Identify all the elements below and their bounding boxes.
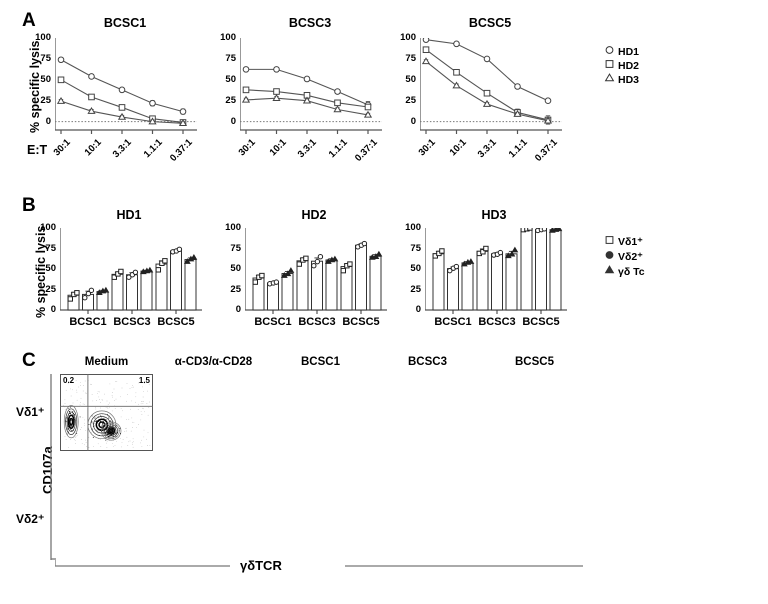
legend-glyph-circle bbox=[604, 249, 615, 260]
plot-title-BCSC3: BCSC3 bbox=[288, 16, 332, 30]
ytick-a-1-0: 0 bbox=[230, 115, 236, 127]
xtick-b-0-2: BCSC5 bbox=[157, 316, 195, 328]
ytick-b-2-0: 0 bbox=[415, 304, 421, 315]
fcs-col-title-α-CD3/α-CD28: α-CD3/α-CD28 bbox=[174, 356, 253, 368]
ytick-a-2-25: 25 bbox=[405, 94, 416, 106]
legend-glyph-square bbox=[604, 58, 615, 69]
ytick-a-0-50: 50 bbox=[40, 73, 51, 85]
ytick-b-1-25: 25 bbox=[230, 283, 241, 295]
panel-c-letter: C bbox=[22, 350, 36, 371]
ytick-a-1-50: 50 bbox=[225, 73, 236, 85]
legend-b-item-1: Vδ2⁺ bbox=[604, 249, 643, 263]
bar-chart-HD1 bbox=[60, 228, 202, 314]
panel-c-y-bracket bbox=[50, 374, 56, 560]
plot-title-HD3: HD3 bbox=[481, 208, 507, 222]
legend-a-item-HD3: HD3 bbox=[604, 72, 639, 86]
plot-title-HD2: HD2 bbox=[301, 208, 327, 222]
plot-title-HD1: HD1 bbox=[116, 208, 142, 222]
xtick-b-2-1: BCSC3 bbox=[478, 316, 516, 328]
ytick-b-1-100: 100 bbox=[225, 222, 241, 233]
panel-a-letter: A bbox=[22, 10, 36, 31]
ytick-b-0-50: 50 bbox=[45, 263, 56, 274]
xtick-b-1-1: BCSC3 bbox=[298, 316, 336, 328]
ytick-a-1-75: 75 bbox=[225, 52, 236, 64]
legend-b-label: γδ Tc bbox=[618, 266, 645, 278]
panel-c-xlabel: γδTCR bbox=[240, 558, 282, 573]
fcs-plot-0-0 bbox=[60, 374, 153, 451]
legend-a-label: HD3 bbox=[618, 74, 640, 86]
fcs-quad-ul-0-0: 0.2 bbox=[63, 376, 75, 385]
legend-b-label: Vδ1⁺ bbox=[618, 236, 643, 248]
ytick-a-0-75: 75 bbox=[40, 52, 51, 64]
legend-glyph-circle bbox=[604, 44, 615, 55]
xtick-b-2-0: BCSC1 bbox=[434, 316, 472, 328]
ytick-b-2-50: 50 bbox=[410, 263, 421, 274]
bar-chart-HD2 bbox=[245, 228, 387, 314]
fcs-col-title-BCSC1: BCSC1 bbox=[301, 356, 340, 368]
fcs-row-label-Vδ1⁺: Vδ1⁺ bbox=[16, 404, 45, 419]
legend-b-item-2: γδ Tc bbox=[604, 264, 645, 278]
ytick-b-0-100: 100 bbox=[40, 222, 56, 233]
xtick-b-2-2: BCSC5 bbox=[522, 316, 560, 328]
xtick-b-0-1: BCSC3 bbox=[113, 316, 151, 328]
bar-chart-HD3 bbox=[425, 228, 567, 314]
fcs-quad-ur-0-0: 1.5 bbox=[138, 376, 150, 385]
ytick-a-2-100: 100 bbox=[400, 32, 416, 43]
fcs-col-title-BCSC3: BCSC3 bbox=[408, 356, 447, 368]
line-chart-BCSC3 bbox=[240, 38, 382, 134]
fcs-col-title-BCSC5: BCSC5 bbox=[515, 356, 554, 368]
line-chart-BCSC1 bbox=[55, 38, 197, 134]
ytick-b-0-0: 0 bbox=[50, 304, 56, 315]
plot-title-BCSC1: BCSC1 bbox=[103, 16, 147, 30]
fcs-col-title-Medium: Medium bbox=[84, 356, 129, 368]
line-chart-BCSC5 bbox=[420, 38, 562, 134]
ytick-a-1-25: 25 bbox=[225, 94, 236, 106]
xtick-b-1-0: BCSC1 bbox=[254, 316, 292, 328]
ytick-b-1-75: 75 bbox=[230, 242, 241, 254]
ytick-b-0-25: 25 bbox=[45, 283, 56, 295]
legend-a-label: HD1 bbox=[618, 46, 640, 58]
panel-c-x-bracket bbox=[55, 560, 583, 567]
ytick-b-0-75: 75 bbox=[45, 242, 56, 254]
ytick-a-1-100: 100 bbox=[220, 32, 236, 43]
ytick-b-1-50: 50 bbox=[230, 263, 241, 274]
ytick-a-0-100: 100 bbox=[35, 32, 51, 43]
ytick-a-2-75: 75 bbox=[405, 52, 416, 64]
ytick-b-1-0: 0 bbox=[235, 304, 241, 315]
legend-glyph-square bbox=[604, 234, 615, 245]
ytick-b-2-100: 100 bbox=[405, 222, 421, 233]
xtick-b-1-2: BCSC5 bbox=[342, 316, 380, 328]
legend-a-label: HD2 bbox=[618, 60, 640, 72]
ytick-b-2-25: 25 bbox=[410, 283, 421, 295]
panel-a-xlabel-et: E:T bbox=[27, 143, 48, 157]
legend-b-item-0: Vδ1⁺ bbox=[604, 234, 643, 248]
legend-a-item-HD1: HD1 bbox=[604, 44, 639, 58]
xtick-b-0-0: BCSC1 bbox=[69, 316, 107, 328]
ytick-a-2-0: 0 bbox=[410, 115, 416, 127]
ytick-a-2-50: 50 bbox=[405, 73, 416, 85]
legend-b-label: Vδ2⁺ bbox=[618, 251, 643, 263]
ytick-a-0-0: 0 bbox=[45, 115, 51, 127]
ytick-a-0-25: 25 bbox=[40, 94, 51, 106]
legend-glyph-triangle bbox=[604, 264, 615, 275]
panel-b-letter: B bbox=[22, 195, 36, 216]
legend-a-item-HD2: HD2 bbox=[604, 58, 639, 72]
fcs-row-label-Vδ2⁺: Vδ2⁺ bbox=[16, 511, 45, 526]
plot-title-BCSC5: BCSC5 bbox=[468, 16, 512, 30]
legend-glyph-triangle bbox=[604, 72, 615, 83]
ytick-b-2-75: 75 bbox=[410, 242, 421, 254]
